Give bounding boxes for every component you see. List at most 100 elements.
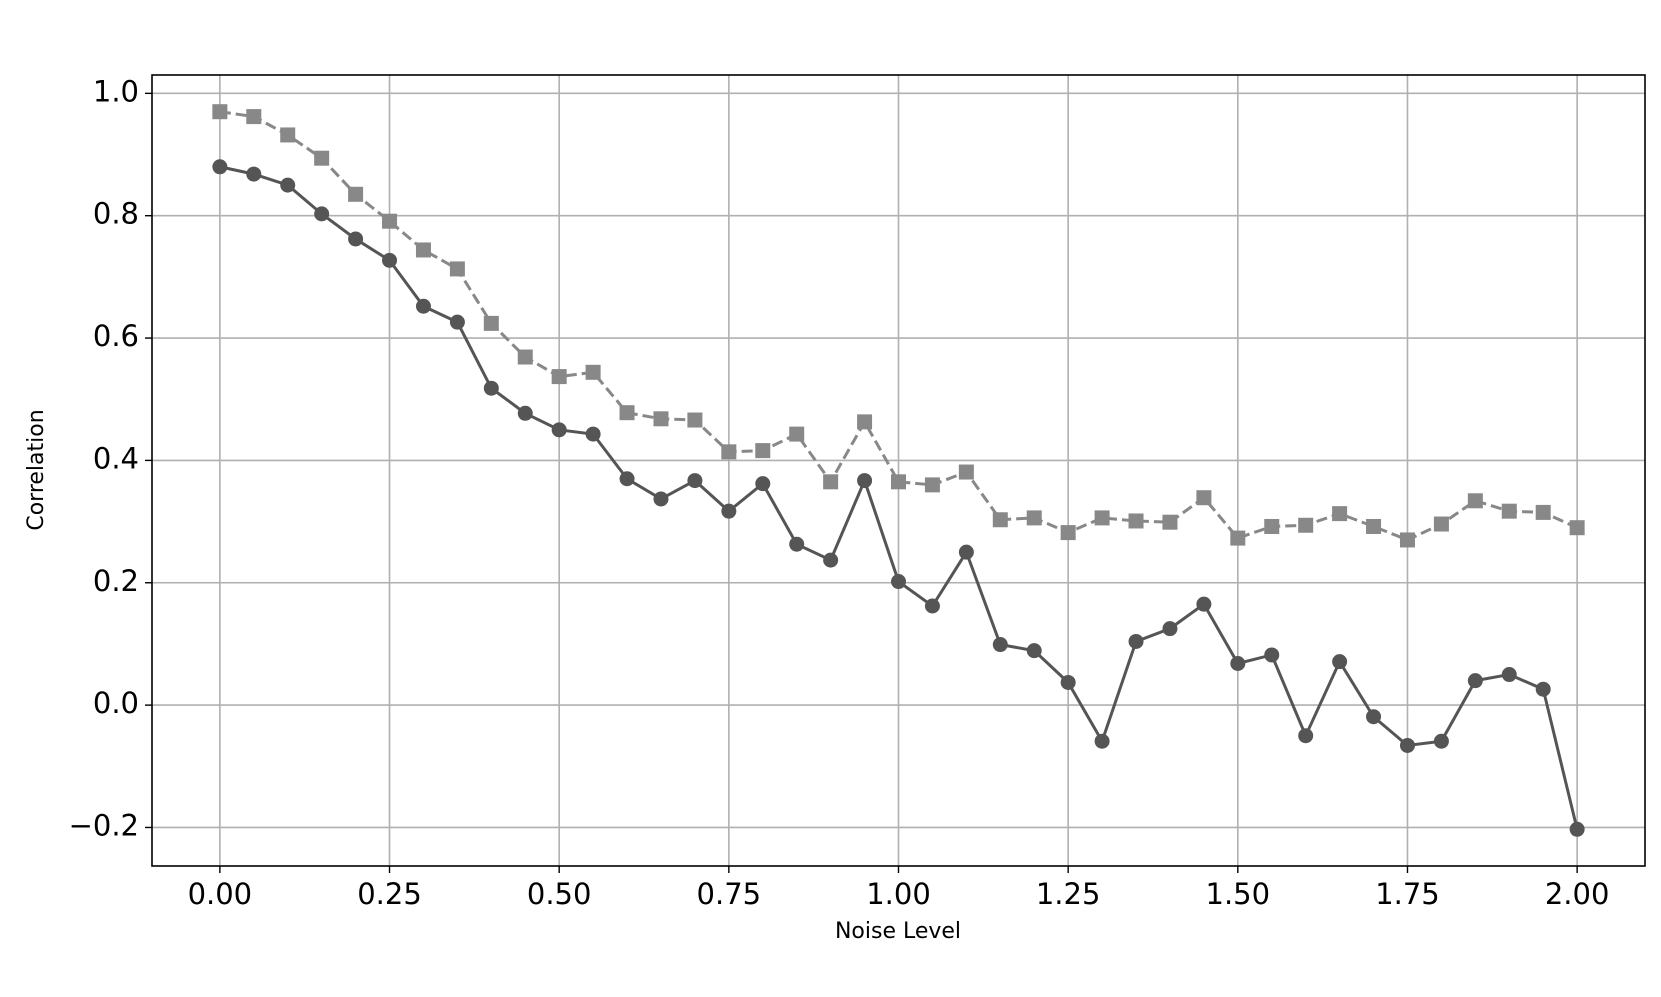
y-tick-label: 0.8 <box>93 197 139 231</box>
marker <box>246 166 262 182</box>
series-line <box>219 110 1578 542</box>
marker <box>823 474 839 490</box>
marker <box>348 231 364 247</box>
marker <box>1298 517 1314 533</box>
marker <box>517 405 533 421</box>
marker <box>891 474 906 490</box>
marker <box>1264 518 1280 534</box>
marker <box>687 473 703 489</box>
marker <box>619 471 635 487</box>
marker <box>280 127 296 143</box>
x-tick-label: 2.00 <box>1545 877 1610 911</box>
x-tick-label: 0.75 <box>697 877 762 911</box>
marker <box>1264 647 1280 663</box>
marker <box>551 369 567 385</box>
x-tick-label: 1.50 <box>1206 877 1271 911</box>
marker <box>653 491 669 507</box>
marker <box>246 109 262 125</box>
marker <box>619 405 635 421</box>
marker <box>1467 493 1483 509</box>
marker <box>755 476 771 492</box>
marker <box>382 213 398 229</box>
marker <box>483 380 499 396</box>
y-tick-label: 0.0 <box>93 686 139 720</box>
marker <box>1535 504 1551 520</box>
x-tick-label: 0.50 <box>527 877 592 911</box>
marker <box>483 315 499 331</box>
marker <box>958 464 974 480</box>
y-tick-label: 0.2 <box>93 564 139 598</box>
marker <box>755 443 771 459</box>
marker <box>687 412 703 428</box>
x-tick-label: 0.25 <box>357 877 422 911</box>
marker <box>1060 525 1076 541</box>
marker <box>1501 667 1517 683</box>
marker <box>1094 510 1110 526</box>
marker <box>1332 654 1348 670</box>
marker <box>1026 643 1042 659</box>
marker <box>823 552 839 568</box>
marker <box>789 536 805 552</box>
marker <box>415 298 431 314</box>
marker <box>585 426 601 442</box>
marker <box>857 414 873 430</box>
marker <box>212 104 228 120</box>
marker <box>1366 518 1382 534</box>
marker <box>1399 737 1415 753</box>
marker <box>721 444 737 460</box>
marker <box>314 150 330 166</box>
marker <box>789 426 805 442</box>
marker <box>1162 621 1178 637</box>
marker <box>1399 532 1415 548</box>
marker <box>1433 516 1449 532</box>
marker <box>348 186 364 202</box>
marker <box>721 503 737 519</box>
marker <box>1128 513 1144 529</box>
marker <box>1230 530 1246 546</box>
marker <box>1467 673 1483 689</box>
marker <box>585 364 601 380</box>
marker <box>1569 520 1585 536</box>
marker <box>280 177 296 193</box>
marker <box>1128 633 1144 649</box>
marker <box>517 349 533 365</box>
marker <box>1230 656 1246 672</box>
marker <box>924 477 940 493</box>
x-tick-label: 1.00 <box>866 877 931 911</box>
marker <box>1196 596 1212 612</box>
marker <box>1162 514 1178 530</box>
marker <box>449 314 465 330</box>
marker <box>653 411 669 427</box>
plot-frame <box>151 74 1646 867</box>
marker <box>992 512 1008 528</box>
x-tick-label: 0.00 <box>188 877 253 911</box>
x-tick-label: 1.25 <box>1036 877 1101 911</box>
marker <box>1433 733 1449 749</box>
marker <box>415 242 431 258</box>
marker <box>992 637 1008 653</box>
marker <box>449 261 465 277</box>
y-axis-label: Correlation <box>24 409 49 530</box>
marker <box>382 252 398 268</box>
marker <box>1332 506 1348 522</box>
marker <box>891 574 906 590</box>
y-tick-label: −0.2 <box>69 808 139 842</box>
marker <box>958 544 974 560</box>
y-tick-label: 1.0 <box>93 74 139 108</box>
marker <box>314 206 330 222</box>
marker <box>1501 503 1517 519</box>
marker <box>551 422 567 438</box>
marker <box>857 473 873 489</box>
y-tick-label: 0.4 <box>93 441 139 475</box>
marker <box>212 159 228 175</box>
x-tick-label: 1.75 <box>1375 877 1440 911</box>
x-axis-label: Noise Level <box>835 919 961 944</box>
marker <box>1535 681 1551 697</box>
y-tick-label: 0.6 <box>93 319 139 353</box>
marker <box>1094 733 1110 749</box>
marker <box>924 598 940 614</box>
marker <box>1366 709 1382 725</box>
marker <box>1298 728 1314 744</box>
